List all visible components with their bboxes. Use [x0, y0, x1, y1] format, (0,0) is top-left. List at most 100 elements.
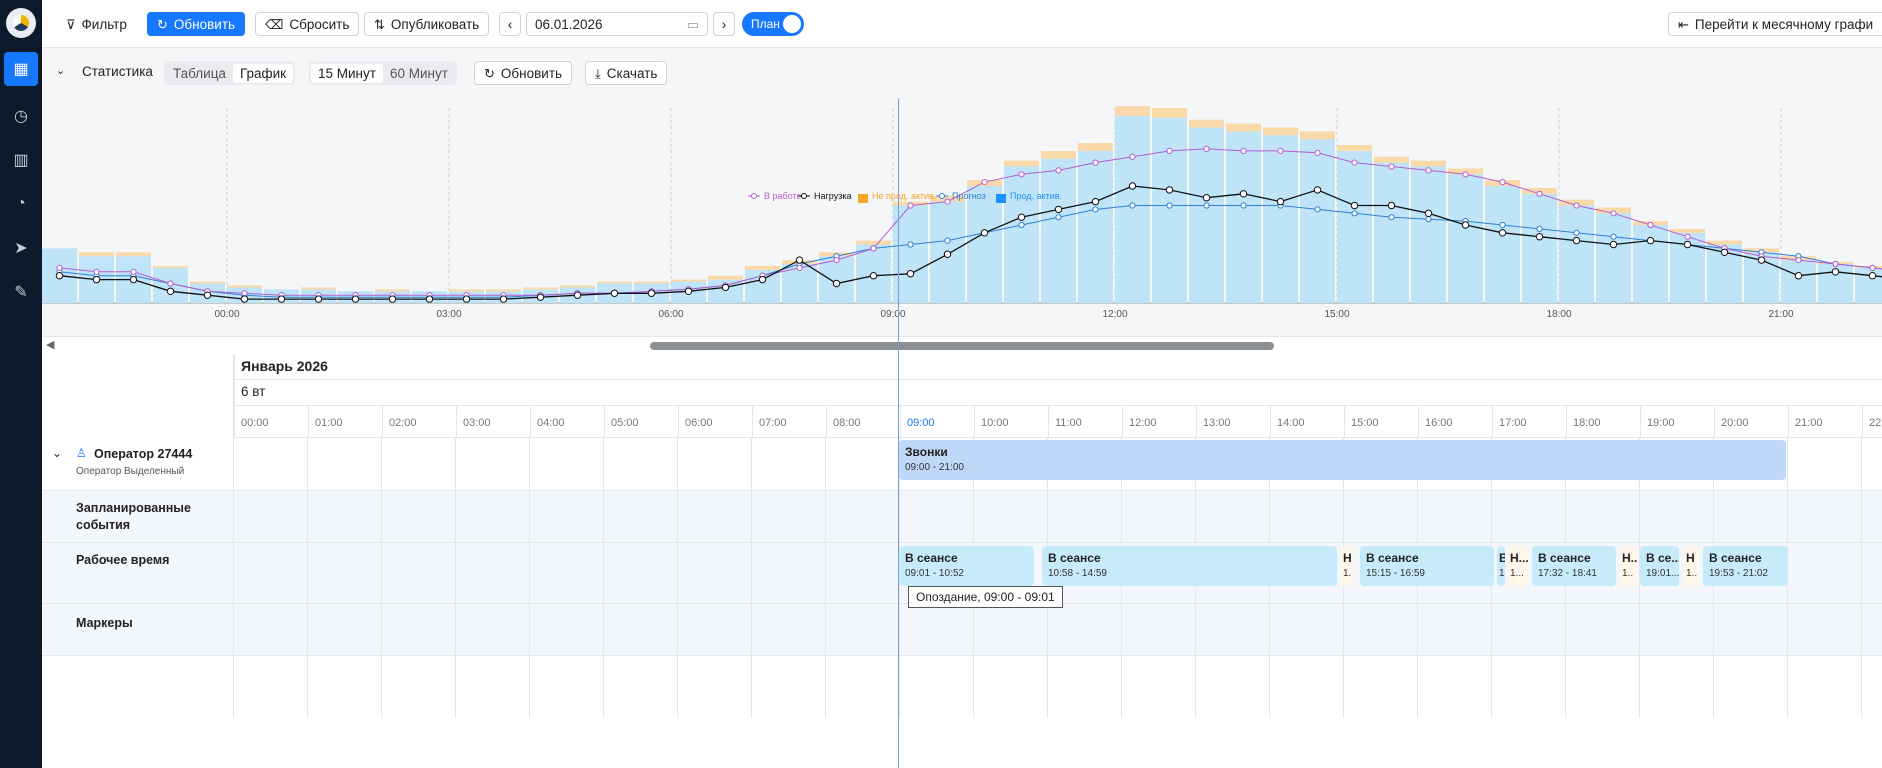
next-date-button[interactable]: ›: [713, 12, 735, 36]
clock-icon[interactable]: ◷: [14, 108, 28, 125]
schedule-icon[interactable]: ▦: [4, 52, 38, 86]
session-title: В: [1499, 551, 1505, 565]
session-block[interactable]: Н... 1...: [1508, 546, 1528, 586]
in-work-point: [1684, 233, 1691, 240]
dashboard-gauge-icon[interactable]: ◔: [16, 195, 26, 212]
forecast-line: [59, 205, 1882, 298]
hour-gridline: [1639, 438, 1640, 718]
forecast-point: [907, 241, 914, 248]
x-tick-label: 21:00: [1768, 309, 1793, 320]
reset-button[interactable]: ⌫ Сбросить: [255, 12, 360, 36]
send-icon[interactable]: ➤: [14, 240, 28, 257]
session-time: 19:01...: [1646, 568, 1679, 579]
nonprod-bar: [116, 252, 151, 257]
nonprod-bar: [227, 285, 262, 288]
interval-15[interactable]: 15 Минут: [311, 63, 383, 83]
nonprod-bar: [1226, 123, 1261, 132]
load-point: [1461, 221, 1470, 229]
nonprod-bar: [1411, 160, 1446, 167]
tab-table[interactable]: Таблица: [173, 65, 226, 81]
tab-chart[interactable]: График: [232, 63, 294, 83]
x-tick-label: 12:00: [1102, 309, 1127, 320]
scroll-left-icon[interactable]: ◀: [46, 339, 55, 351]
chart-scrollbar[interactable]: ◀: [42, 336, 1882, 354]
load-point: [832, 279, 841, 288]
load-point: [610, 289, 619, 297]
app-logo[interactable]: [6, 8, 36, 38]
prod-bar: [1485, 186, 1520, 303]
session-block[interactable]: В сеансе 15:15 - 16:59: [1360, 546, 1494, 586]
chart-svg: 00:00 03:00 06:00 09:00 12:00 15:00 18:00 21:00…: [42, 106, 1882, 320]
prev-date-button[interactable]: ‹: [499, 12, 521, 36]
in-work-point: [944, 198, 951, 205]
load-point: [351, 295, 360, 303]
publish-button[interactable]: ⇅ Опубликовать: [364, 12, 490, 36]
load-point: [869, 272, 878, 280]
monthly-schedule-button[interactable]: ⇤ Перейти к месячному графи: [1668, 12, 1882, 36]
refresh-button[interactable]: ↻ Обновить: [147, 12, 246, 36]
in-work-point: [1314, 149, 1321, 156]
in-work-point: [1092, 159, 1099, 166]
interval-60[interactable]: 60 Минут: [389, 65, 448, 81]
stats-refresh-button[interactable]: ↻ Обновить: [474, 61, 573, 85]
toolbar: ⊽ Фильтр ↻ Обновить ⌫ Сбросить ⇅ Опубликоват…: [42, 0, 1882, 48]
filter-button[interactable]: ⊽ Фильтр: [56, 12, 137, 36]
in-work-point: [1647, 221, 1654, 229]
hour-label: 05:00: [605, 406, 679, 438]
load-point: [425, 295, 434, 303]
plan-toggle[interactable]: План: [742, 12, 804, 36]
hour-label: 09:00: [901, 406, 975, 438]
session-title: В сеансе: [1538, 551, 1591, 565]
chevron-down-icon[interactable]: ⌄: [52, 446, 63, 460]
hour-label: 07:00: [753, 406, 827, 438]
load-point: [721, 283, 730, 292]
scroll-thumb[interactable]: [650, 342, 1274, 350]
session-block[interactable]: Н 1..: [1684, 546, 1699, 586]
nonprod-bar: [375, 289, 410, 292]
load-point: [647, 289, 656, 297]
load-point: [314, 295, 323, 303]
prod-bar: [1041, 158, 1076, 303]
row-label-column: [42, 354, 234, 718]
session-time: 1: [1499, 568, 1505, 579]
view-switch: Таблица График: [164, 61, 296, 85]
chevron-down-icon[interactable]: ⌄: [56, 65, 66, 77]
session-block[interactable]: В се... 19:01...: [1640, 546, 1679, 586]
session-title: В сеансе: [905, 551, 958, 565]
forecast-point: [1314, 206, 1321, 213]
download-button[interactable]: ⤓ Скачать: [585, 61, 668, 85]
session-time: 1..: [1622, 568, 1634, 579]
load-line: [59, 185, 1882, 300]
load-point: [906, 270, 915, 278]
nonprod-bar: [1300, 131, 1335, 140]
toggle-knob: [783, 15, 801, 33]
nonprod-bar: [1152, 108, 1187, 118]
session-block[interactable]: Н 1.: [1341, 546, 1353, 586]
load-point: [499, 295, 508, 303]
hour-label: 16:00: [1419, 406, 1493, 438]
session-block[interactable]: В сеансе 19:53 - 21:02: [1703, 546, 1788, 586]
session-block[interactable]: В сеансе 10:58 - 14:59: [1042, 546, 1337, 586]
operator-role: Оператор Выделенный: [76, 466, 185, 477]
in-work-point: [796, 264, 803, 271]
session-block[interactable]: В сеансе 09:01 - 10:52: [899, 546, 1034, 586]
operator-name[interactable]: Оператор 27444: [94, 447, 193, 461]
wrench-icon[interactable]: ✎: [14, 284, 28, 301]
session-time: 09:01 - 10:52: [905, 568, 964, 579]
date-input[interactable]: 06.01.2026 ▭: [526, 12, 708, 36]
nonprod-bar: [560, 285, 595, 288]
forecast-point: [1166, 202, 1173, 209]
bar-chart-icon[interactable]: ▥: [13, 152, 29, 169]
in-work-point: [1425, 167, 1432, 174]
calls-event[interactable]: Звонки 09:00 - 21:00: [899, 440, 1786, 480]
in-work-point: [1277, 147, 1284, 155]
session-block[interactable]: Н.. 1..: [1620, 546, 1638, 586]
session-block[interactable]: В сеансе 17:32 - 18:41: [1532, 546, 1616, 586]
in-work-point: [833, 257, 840, 264]
session-time: 17:32 - 18:41: [1538, 568, 1597, 579]
hour-label: 04:00: [531, 406, 605, 438]
prod-bar: [819, 256, 854, 303]
legend-label: Не прод. актив.: [872, 191, 936, 201]
nonprod-bar: [856, 240, 891, 245]
